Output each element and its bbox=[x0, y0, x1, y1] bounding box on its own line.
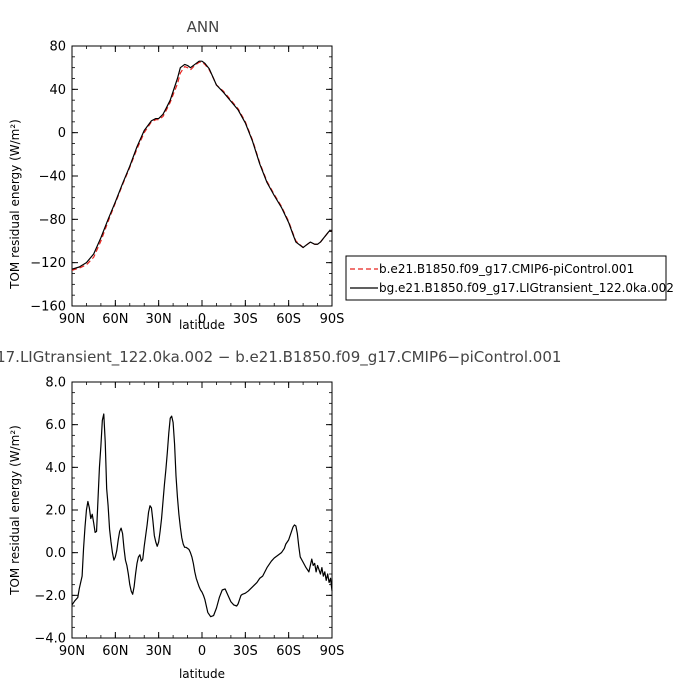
series-line-0-0 bbox=[71, 61, 332, 271]
x-axis-label: latitude bbox=[179, 318, 225, 332]
x-tick-label: 30N bbox=[146, 312, 172, 327]
y-tick-label: −40 bbox=[39, 170, 66, 185]
difference-series-lines bbox=[71, 413, 333, 618]
series-line-1-0 bbox=[71, 413, 333, 618]
x-tick-label: 60S bbox=[276, 312, 301, 327]
x-tick-label: 60N bbox=[102, 644, 128, 659]
y-tick-label: −80 bbox=[39, 213, 66, 228]
legend-box bbox=[345, 255, 667, 301]
x-tick-label: 90S bbox=[320, 312, 345, 327]
y-tick-label: 8.0 bbox=[45, 376, 66, 391]
legend-entry-ligtransient: bg.e21.B1850.f09_g17.LIGtransient_122.0k… bbox=[379, 281, 674, 295]
difference-chart-title: bg.e21.B1850.f09_g17.LIGtransient_122.0k… bbox=[0, 348, 561, 367]
x-tick-label: 90N bbox=[59, 312, 85, 327]
y-tick-label: −120 bbox=[30, 256, 66, 271]
x-tick-label: 60S bbox=[276, 644, 301, 659]
y-tick-label: 40 bbox=[49, 83, 66, 98]
difference-plot-frame bbox=[71, 381, 333, 639]
x-tick-label: 0 bbox=[198, 312, 206, 327]
legend-entry-picontrol: b.e21.B1850.f09_g17.CMIP6-piControl.001 bbox=[379, 262, 634, 276]
x-tick-label: 90N bbox=[59, 644, 85, 659]
y-tick-label: 0 bbox=[58, 126, 66, 141]
y-tick-label: −4.0 bbox=[34, 632, 66, 647]
x-tick-label: 30S bbox=[233, 312, 258, 327]
y-tick-label: 80 bbox=[49, 40, 66, 55]
difference-x-axis-label: latitude bbox=[179, 667, 225, 681]
axis-ticks: −160 −120 −80 −40 0 40 80 90N 60N 30N 0 30S 60S 90S la… bbox=[30, 40, 344, 333]
y-axis-label: TOM residual energy (W/m²) bbox=[8, 119, 22, 290]
x-tick-label: 90S bbox=[320, 644, 345, 659]
y-tick-label: 6.0 bbox=[45, 418, 66, 433]
difference-axis-ticks: −4.0 −2.0 0.0 2.0 4.0 6.0 8.0 90N 60N 30N 0 30S 60S 9… bbox=[34, 376, 344, 682]
x-tick-label: 30S bbox=[233, 644, 258, 659]
series-line-0-1 bbox=[71, 60, 332, 270]
top-panel: ANN TOM residual energy (W/m²) −160−120−… bbox=[8, 18, 344, 332]
legend: b.e21.B1850.f09_g17.CMIP6-piControl.001 … bbox=[345, 255, 674, 301]
chart-title: ANN bbox=[187, 18, 220, 36]
x-tick-label: 0 bbox=[198, 644, 206, 659]
y-tick-label: 2.0 bbox=[45, 504, 66, 519]
y-tick-label: 0.0 bbox=[45, 546, 66, 561]
y-tick-label: 4.0 bbox=[45, 461, 66, 476]
bottom-panel: bg.e21.B1850.f09_g17.LIGtransient_122.0k… bbox=[0, 348, 561, 681]
difference-y-axis-label: TOM residual energy (W/m²) bbox=[8, 425, 22, 596]
x-tick-label: 30N bbox=[146, 644, 172, 659]
plot-frame bbox=[71, 45, 333, 307]
x-tick-label: 60N bbox=[102, 312, 128, 327]
series-lines bbox=[71, 60, 332, 271]
y-tick-label: −160 bbox=[30, 300, 66, 315]
y-tick-label: −2.0 bbox=[34, 589, 66, 604]
